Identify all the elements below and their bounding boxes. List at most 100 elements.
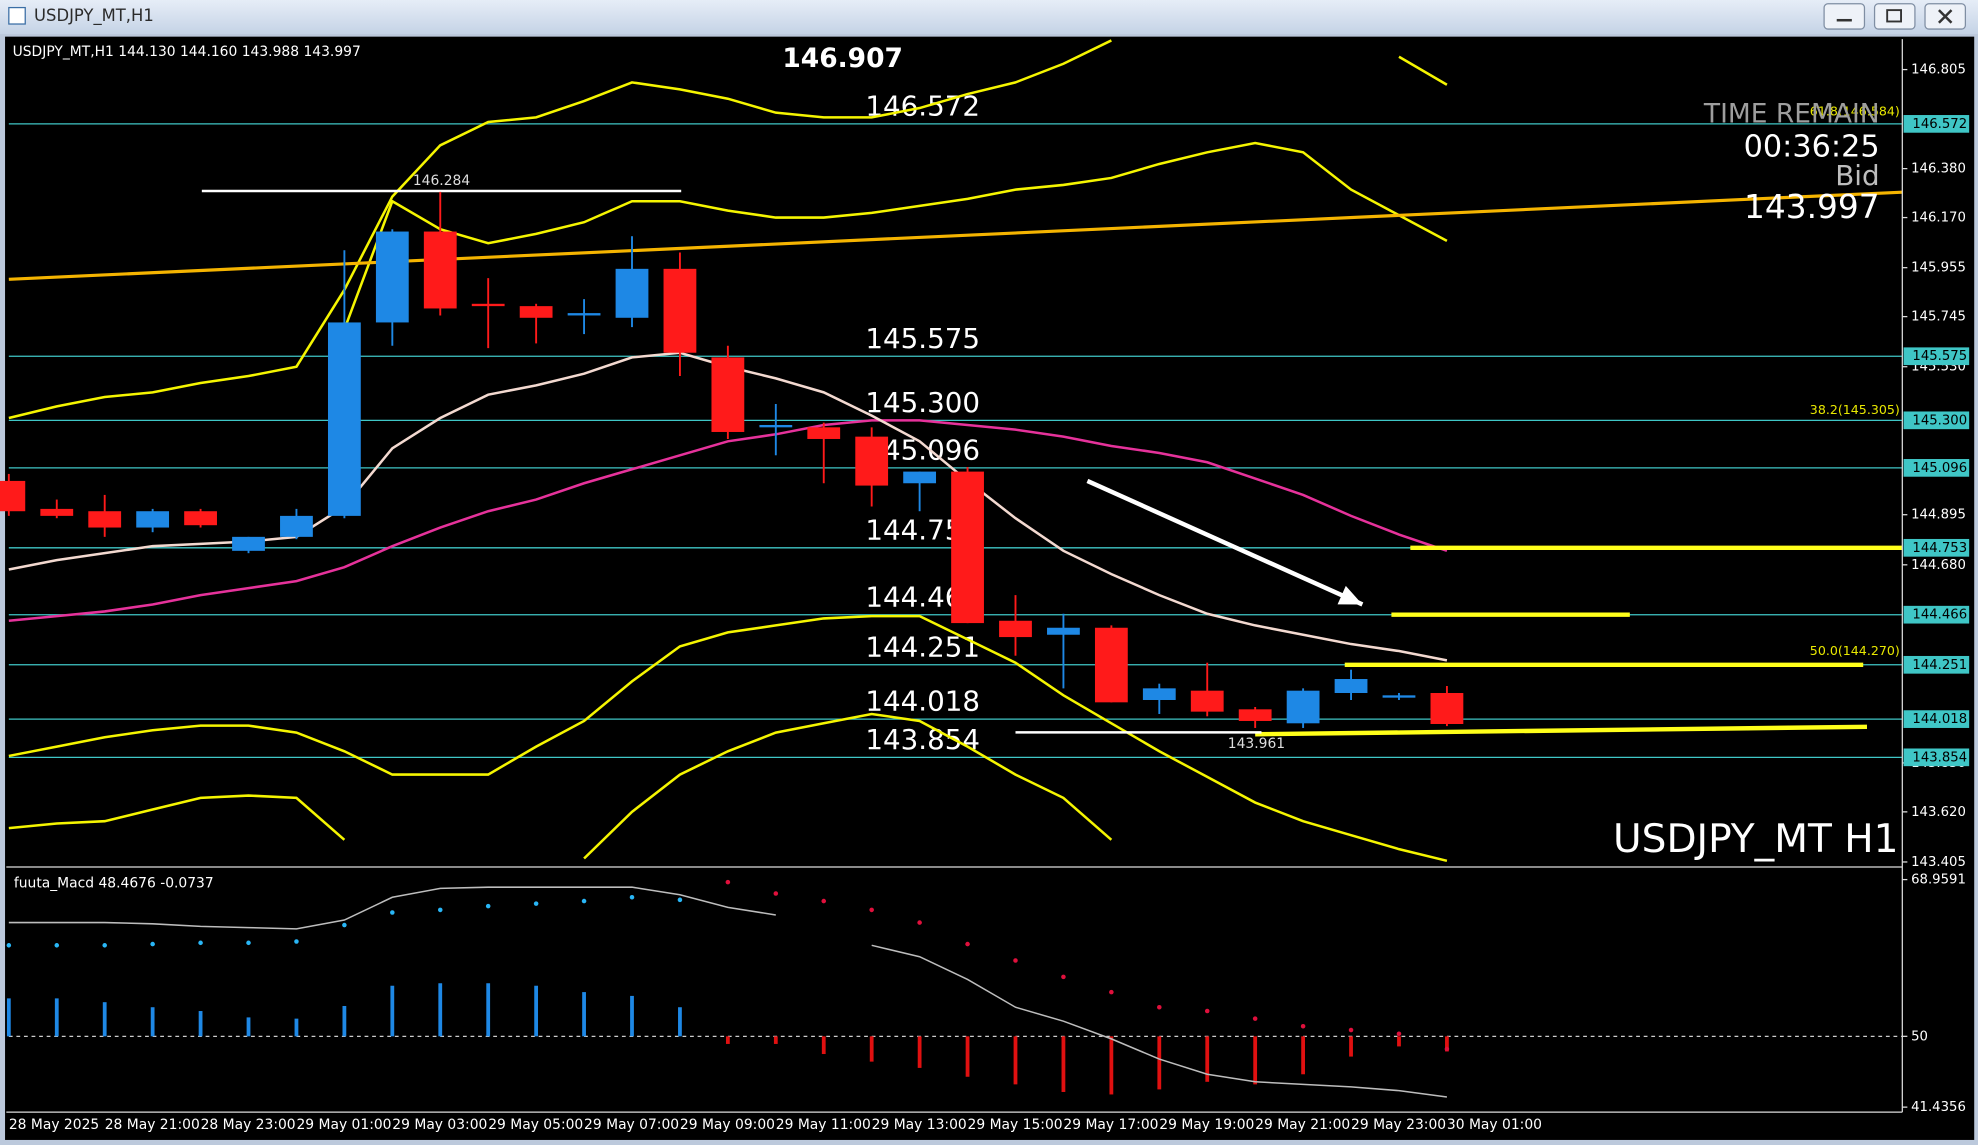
level-axis-box (1903, 538, 1970, 557)
y-tick-label: 143.405 (1911, 855, 1966, 870)
level-axis-box (1903, 411, 1970, 430)
macd-bar (198, 1011, 203, 1037)
macd-bar (342, 1005, 347, 1037)
macd-signal-dot (246, 940, 251, 946)
macd-signal-dot (198, 940, 203, 946)
y-tick-label: 145.745 (1911, 310, 1966, 325)
x-tick-label: 29 May 07:00 (584, 1117, 679, 1133)
candle-body (1190, 690, 1224, 712)
macd-signal-dot (102, 943, 107, 948)
trend-line (8, 190, 1903, 281)
macd-title: fuuta_Macd 48.4676 -0.0737 (14, 875, 214, 891)
macd-bar (582, 992, 586, 1037)
candle-body (375, 231, 409, 323)
macd-bar (1349, 1036, 1353, 1057)
x-tick-label: 28 May 2025 (9, 1117, 99, 1133)
macd-signal-dot (1013, 958, 1018, 963)
indicator-line (8, 712, 1113, 860)
macd-bar (438, 983, 443, 1037)
title-bar (0, 0, 1978, 35)
level-label: 145.575 (865, 322, 980, 355)
x-tick-label: 29 May 21:00 (1255, 1117, 1350, 1133)
macd-signal-dot (1204, 1008, 1210, 1014)
y-tick-label: 144.895 (1911, 508, 1966, 523)
fib-label: 38.2(145.305) (1810, 402, 1900, 417)
macd-line (8, 886, 1448, 1098)
close-glyph (1938, 9, 1953, 24)
macd-signal-dot (917, 920, 922, 925)
macd-signal-dot (1396, 1031, 1402, 1037)
y-tick-label: 146.170 (1911, 211, 1966, 226)
candle-body (280, 515, 313, 537)
candle-body (807, 427, 841, 439)
macd-bar (678, 1007, 682, 1037)
macd-y-tick-label: 41.4356 (1911, 1100, 1966, 1115)
bid-label: Bid (1835, 159, 1879, 192)
level-axis-label: 145.096 (1912, 461, 1967, 476)
macd-signal-dot (1061, 974, 1066, 980)
x-tick-label: 29 May 03:00 (392, 1117, 487, 1133)
y-tick-label: 143.620 (1911, 805, 1966, 820)
candle-body (40, 508, 74, 516)
trend-line (1255, 724, 1868, 737)
macd-bar (6, 998, 11, 1037)
macd-signal-dot (485, 903, 491, 909)
y-tick-label: 146.805 (1911, 63, 1966, 78)
candle-body (855, 436, 889, 486)
restore-button[interactable] (1873, 3, 1916, 30)
candle-body (1094, 627, 1128, 703)
macd-signal-dot (1348, 1027, 1354, 1033)
macd-pane: 68.9591 50 41.4356 (6, 873, 1966, 1115)
macd-signal-dot (1252, 1016, 1258, 1021)
x-tick-label: 28 May 21:00 (105, 1117, 200, 1133)
macd-bar (390, 985, 395, 1037)
macd-bar (1109, 1036, 1114, 1095)
arrowhead (1337, 585, 1363, 605)
level-label: 144.251 (865, 630, 980, 663)
macd-signal-dot (390, 910, 395, 915)
macd-signal-dot (1157, 1004, 1162, 1010)
candle-body (1334, 679, 1368, 694)
macd-signal-dot (533, 901, 539, 906)
candle-body (1142, 688, 1176, 700)
level-axis-label: 143.854 (1912, 750, 1967, 765)
macd-bar (54, 998, 59, 1037)
macd-signal-dot (773, 891, 779, 896)
macd-signal-dot (342, 922, 347, 928)
macd-bar (1253, 1036, 1258, 1085)
level-axis-label: 144.466 (1912, 608, 1967, 623)
window-buttons (1823, 3, 1967, 30)
candle-body (423, 231, 457, 309)
macd-bar (630, 995, 634, 1037)
x-tick-label: 29 May 19:00 (1159, 1117, 1254, 1133)
macd-y-tick-label: 68.9591 (1911, 873, 1966, 888)
y-tick-label: 145.955 (1911, 261, 1966, 276)
macd-signal-dot (821, 898, 827, 904)
macd-signal-dot (677, 897, 683, 903)
window-icon (8, 6, 26, 25)
macd-bar (1013, 1036, 1018, 1085)
candle-body (903, 471, 937, 484)
macd-bar (246, 1017, 251, 1037)
level-axis-box (1903, 710, 1970, 728)
macd-signal-dot (1300, 1023, 1306, 1029)
x-tick-label: 29 May 11:00 (776, 1117, 871, 1133)
level-label: 145.300 (865, 386, 980, 419)
candle-body (663, 268, 697, 353)
candle-body (951, 471, 984, 624)
macd-bar (725, 1036, 730, 1044)
x-tick-label: 29 May 09:00 (680, 1117, 775, 1133)
macd-bar (1157, 1036, 1162, 1090)
macd-bar (821, 1036, 826, 1055)
minimize-button[interactable] (1823, 3, 1866, 30)
macd-signal-dot (150, 941, 155, 947)
macd-bar (534, 985, 539, 1037)
macd-bar (1061, 1036, 1066, 1092)
trend-line (1086, 478, 1364, 607)
marked-label: 143.961 (1228, 736, 1285, 752)
candle-body (0, 480, 26, 512)
macd-signal-dot (1444, 1046, 1450, 1052)
candle-body (1047, 627, 1080, 635)
macd-bar (1205, 1036, 1210, 1082)
